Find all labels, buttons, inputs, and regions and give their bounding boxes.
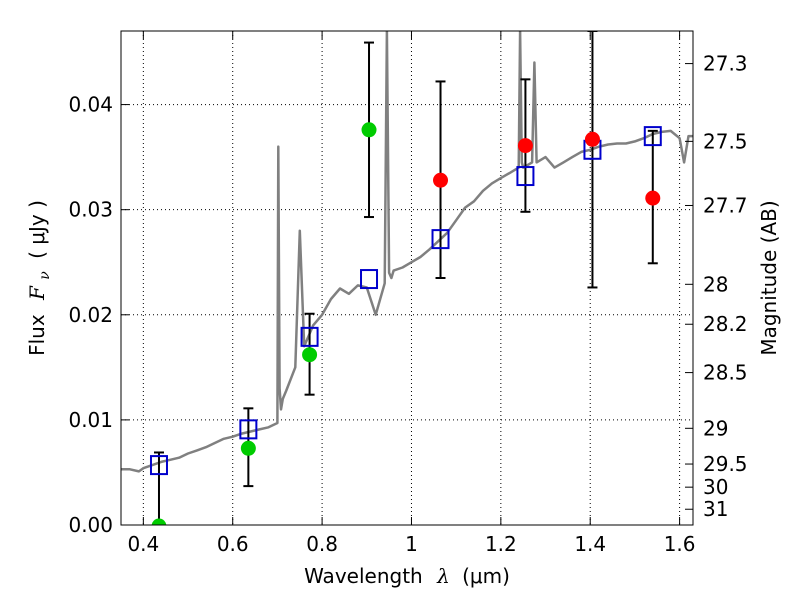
y-tick-label: 0.04 [68, 93, 113, 117]
observed-point [361, 122, 377, 138]
x-tick-label: 0.6 [217, 532, 249, 556]
x-axis-title: Wavelength λ (μm) [304, 564, 510, 588]
y2-tick-label: 28.5 [703, 361, 748, 385]
observed-point [151, 518, 167, 525]
model-square-point [643, 126, 662, 147]
observed-point [433, 172, 449, 188]
y2-tick-label: 29.5 [703, 452, 748, 476]
y-axis-unit: ( μJy ) [25, 200, 49, 259]
y2-tick-label: 29 [703, 416, 728, 440]
model-square-point [516, 166, 535, 187]
y2-tick-label: 28 [703, 272, 728, 296]
x-tick-label: 0.4 [127, 532, 159, 556]
observed-point [517, 138, 533, 154]
y-tick-label: 0.03 [68, 198, 113, 222]
observed-point [302, 347, 318, 363]
x-tick-label: 0.8 [306, 532, 338, 556]
y2-tick-label: 30 [703, 475, 728, 499]
y-tick-label: 0.00 [68, 513, 113, 537]
grid [121, 31, 693, 526]
x-tick-label: 1 [405, 532, 418, 556]
y-axis-symbol: F [25, 285, 49, 301]
y-tick-label: 0.01 [68, 408, 113, 432]
model-square-point [360, 269, 379, 290]
y-axis-label: Flux [25, 314, 49, 356]
x-axis-label: Wavelength [304, 564, 423, 588]
y2-tick-label: 27.5 [703, 129, 748, 153]
x-axis-unit: (μm) [462, 564, 510, 588]
y-axis-subscript: ν [37, 271, 53, 280]
x-axis-symbol: λ [436, 564, 450, 588]
plot-area [121, 31, 693, 525]
y-axis-title: Flux F ν ( μJy ) [25, 200, 54, 356]
y2-tick-label: 31 [703, 497, 728, 521]
y2-tick-label: 28.2 [703, 312, 748, 336]
plot-frame [120, 30, 694, 526]
observed-point [240, 440, 256, 456]
ticks: 0.4 0.6 0.8 1 1.2 1.4 1.6 0.00 0.01 0.02 0.03 0.04 2… [68, 31, 748, 556]
spectrum-line [121, 31, 693, 473]
y2-axis-title: Magnitude (AB) [757, 200, 781, 355]
y-tick-label: 0.02 [68, 303, 113, 327]
observed-point [645, 190, 661, 206]
observed-point [584, 131, 600, 147]
model-square-point [431, 229, 450, 250]
model-square-point [300, 326, 319, 347]
model-square-point [149, 455, 168, 476]
x-tick-label: 1.6 [664, 532, 696, 556]
x-tick-label: 1.4 [574, 532, 606, 556]
x-tick-label: 1.2 [485, 532, 517, 556]
y2-tick-label: 27.7 [703, 193, 748, 217]
model-square-point [239, 419, 258, 440]
y2-tick-label: 27.3 [703, 52, 748, 76]
